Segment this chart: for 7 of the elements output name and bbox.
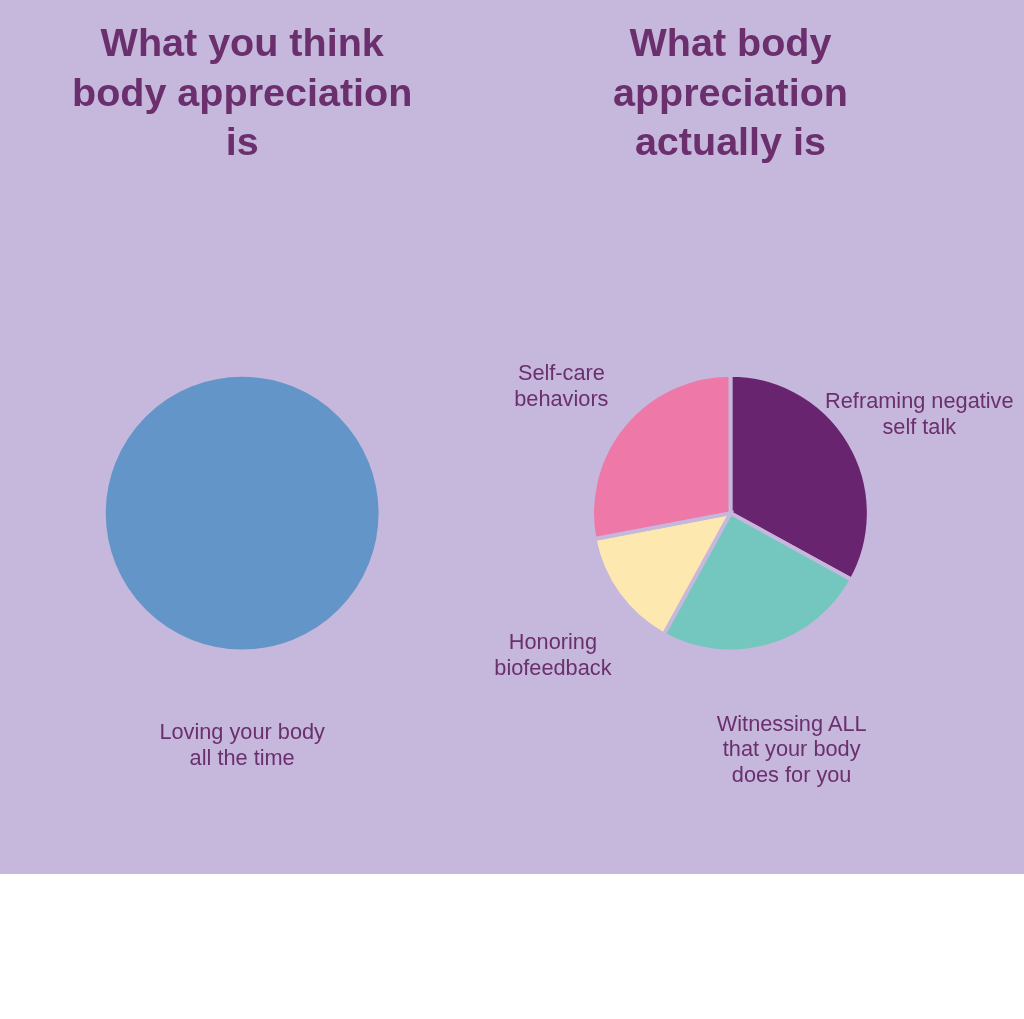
chart-title: What you think body appreciation is <box>72 20 413 164</box>
slice-label: Self-care behaviors <box>514 360 609 411</box>
chart-title: What body appreciation actually is <box>612 20 848 164</box>
slice-label: Reframing negative self talk <box>825 388 1014 440</box>
slice-label: Honoring biofeedback <box>494 629 612 680</box>
slice-label: Witnessing ALL that your body does for you <box>716 710 867 788</box>
slice-label: Loving your body all the time <box>159 719 326 771</box>
